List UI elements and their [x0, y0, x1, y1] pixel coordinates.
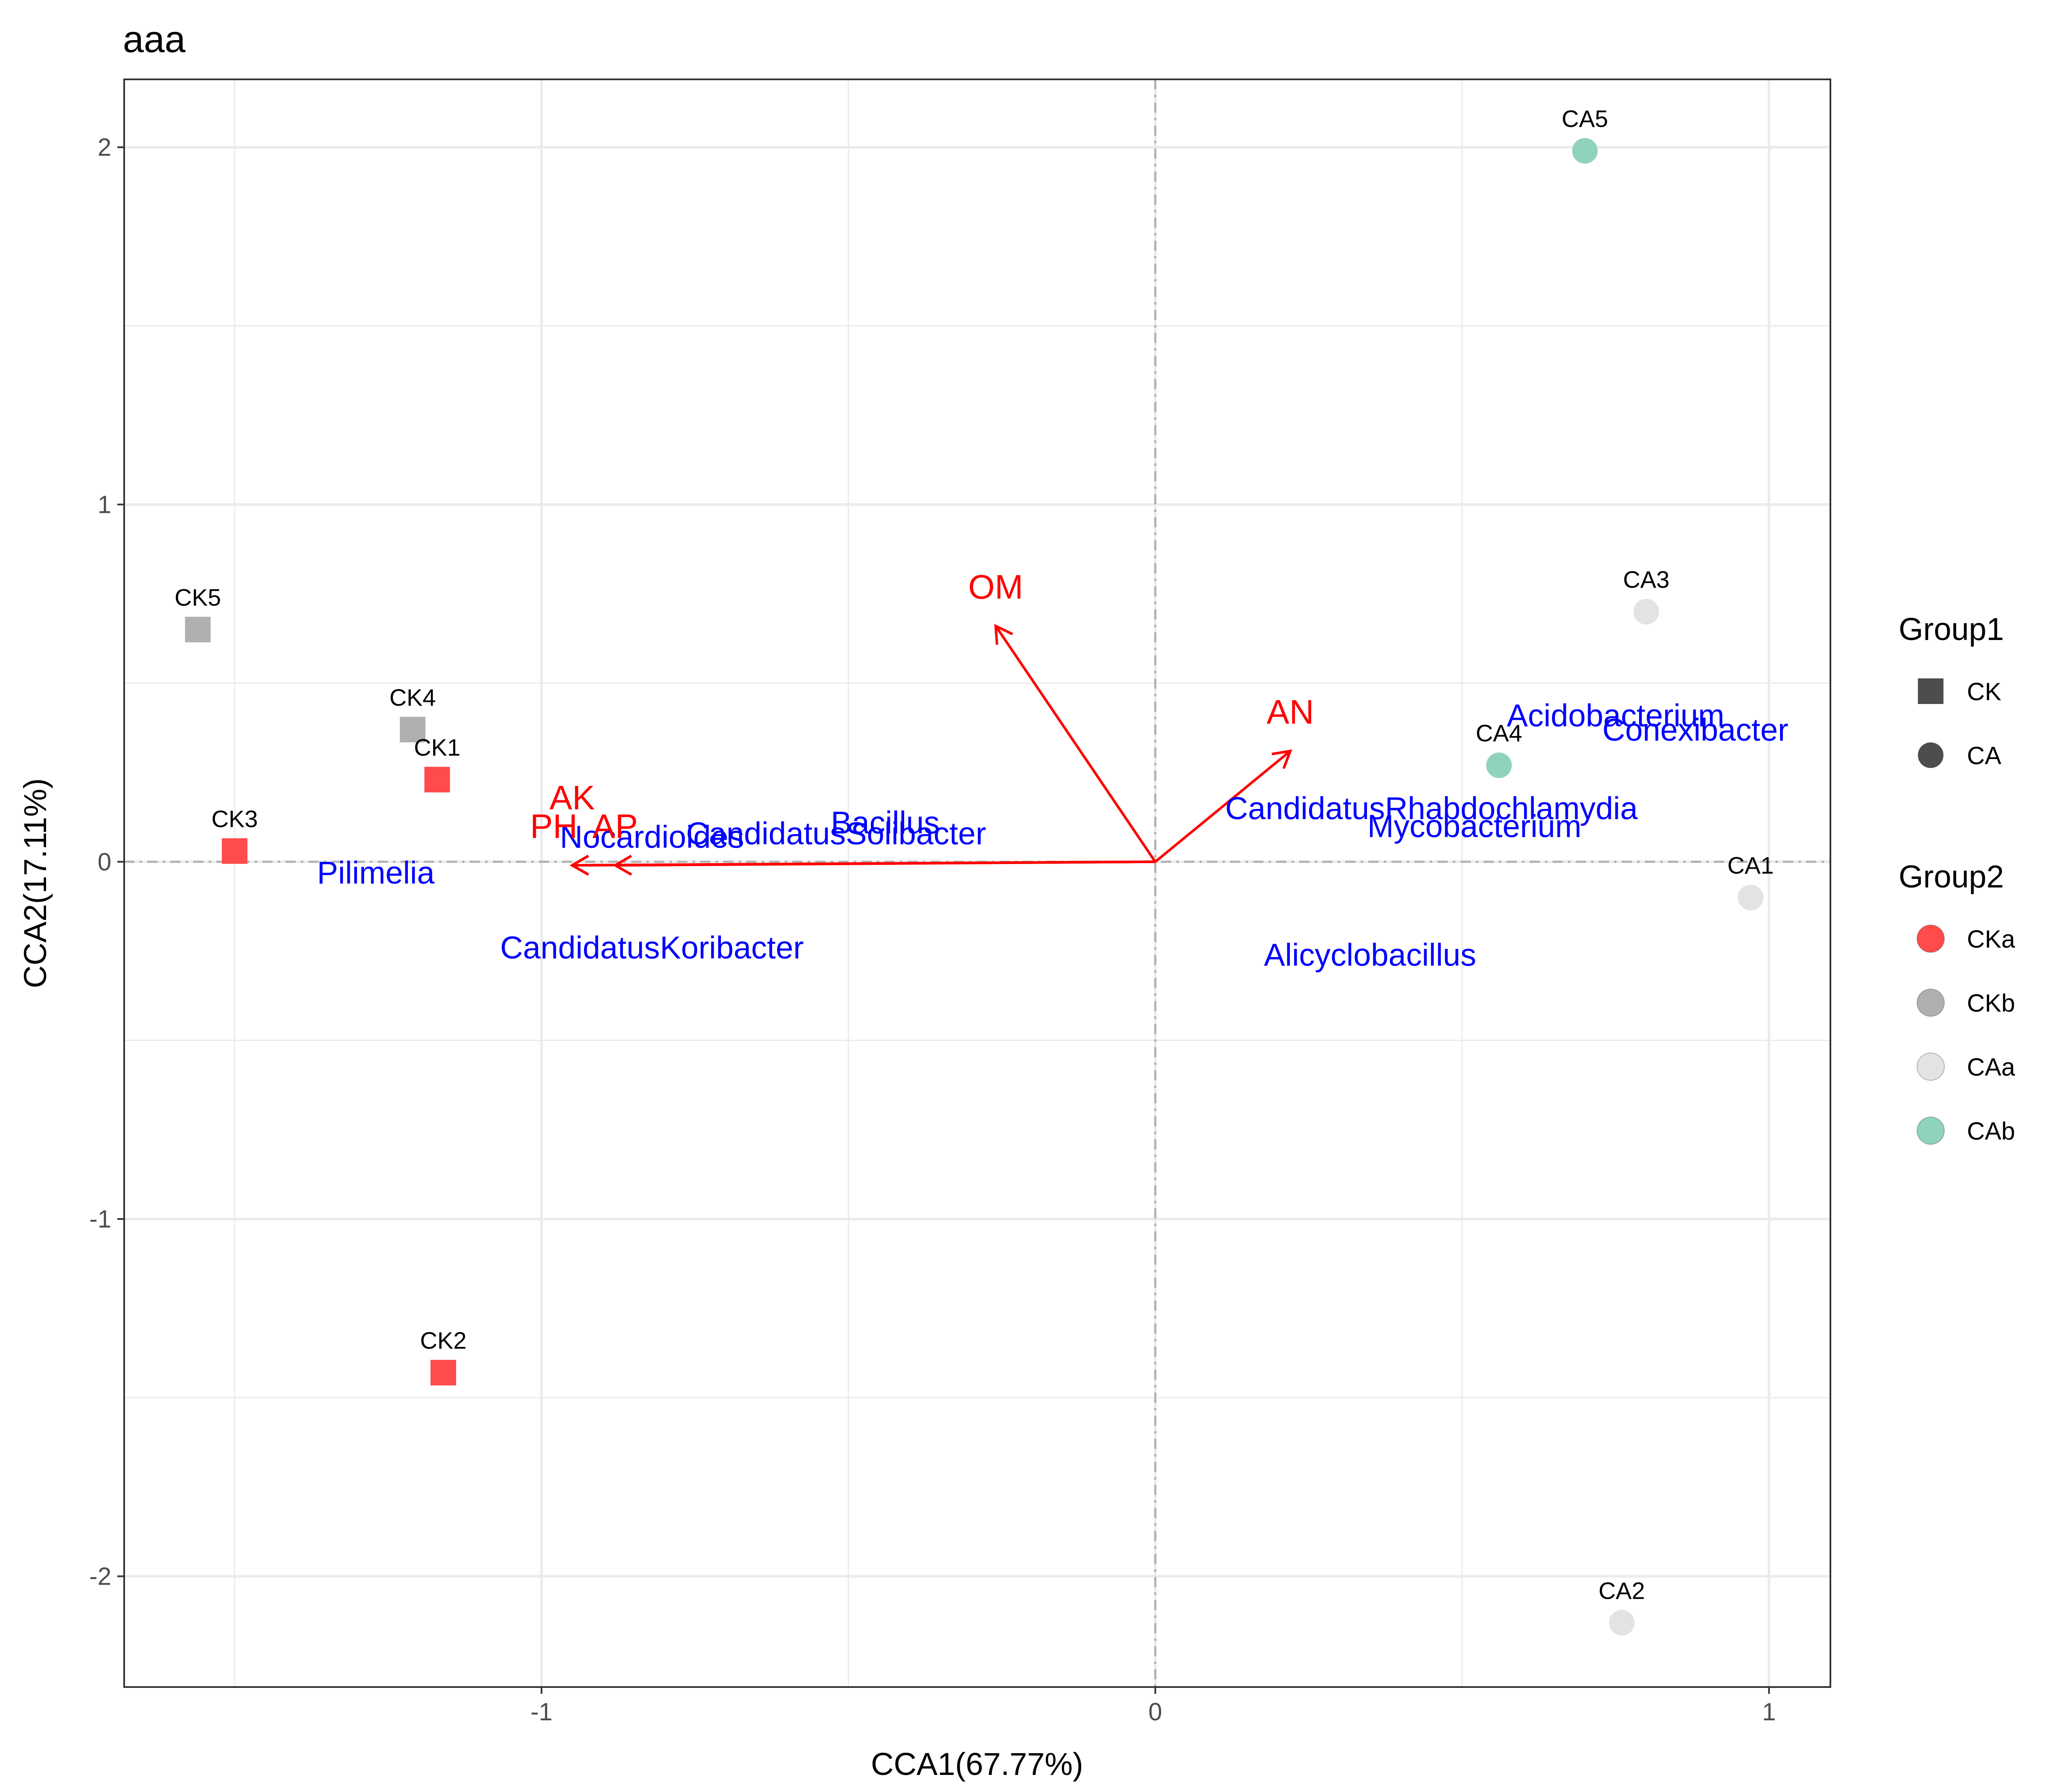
env-label: OM — [968, 568, 1023, 606]
legend-key-color — [1917, 989, 1945, 1017]
species-label: Pilimelia — [317, 855, 435, 890]
site-label: CK1 — [414, 734, 460, 761]
legend-label: CA — [1967, 742, 2001, 770]
site-label: CA2 — [1598, 1577, 1645, 1604]
y-tick-label: 2 — [98, 134, 111, 161]
species-label: Acidobacterium — [1507, 698, 1725, 733]
site-label: CK5 — [175, 584, 221, 611]
env-label: AP — [592, 807, 638, 845]
legend-key-color — [1917, 1053, 1945, 1081]
env-arrow-head — [1271, 749, 1292, 769]
plot-panel-border — [123, 79, 1831, 1688]
env-arrow-shaft — [995, 625, 1157, 863]
site-point-square — [221, 838, 247, 864]
species-label: Nocardioides — [560, 819, 744, 855]
site-point-square — [431, 1360, 457, 1386]
legend-key-color — [1917, 1117, 1945, 1145]
site-label: CK2 — [420, 1327, 467, 1354]
site-point-circle — [1737, 884, 1763, 911]
legend-label: CK — [1967, 678, 2001, 706]
site-point-square — [424, 767, 450, 793]
y-tick-label: -1 — [89, 1205, 111, 1233]
species-label: Conexibacter — [1603, 712, 1789, 748]
legend: Group1 CK CA Group2 CKa CKb CAa CAb — [1899, 611, 2016, 1145]
env-label: PH — [530, 807, 577, 845]
env-arrow-head — [570, 855, 589, 876]
site-label: CA3 — [1623, 566, 1670, 593]
species-label: Alicyclobacillus — [1264, 937, 1476, 972]
y-axis-title: CCA2(17.11%) — [17, 778, 53, 988]
chart-title: aaa — [123, 18, 186, 60]
x-axis-title: CCA1(67.77%) — [871, 1746, 1083, 1782]
environment-vectors — [570, 624, 1292, 876]
site-point-square — [185, 617, 211, 643]
site-point-square — [400, 716, 426, 742]
species-label: CandidatusSolibacter — [686, 816, 986, 851]
site-label: CK4 — [390, 684, 436, 711]
site-label: CA4 — [1476, 720, 1522, 747]
legend-title: Group1 — [1899, 611, 2004, 647]
species-label: CandidatusKoribacter — [500, 930, 804, 966]
y-tick-label: 1 — [98, 491, 111, 518]
legend-label: CAb — [1967, 1117, 2015, 1145]
env-label: AK — [550, 779, 595, 817]
site-point-circle — [1609, 1610, 1635, 1636]
species-label: Bacillus — [831, 805, 940, 841]
env-arrow-head — [994, 624, 1013, 645]
site-label: CA5 — [1562, 105, 1608, 132]
y-tick-label: -2 — [89, 1562, 111, 1590]
site-point-circle — [1572, 138, 1598, 164]
axes: -1 0 1 -2 -1 0 1 2 — [89, 134, 1776, 1726]
legend-key-square — [1918, 678, 1943, 704]
env-arrow-shaft — [1154, 750, 1292, 863]
site-label: CA1 — [1728, 852, 1774, 879]
site-point-circle — [1486, 752, 1512, 778]
species-label: CandidatusRhabdochlamydia — [1225, 791, 1638, 826]
x-tick-label: 0 — [1149, 1698, 1162, 1726]
legend-key-circle — [1918, 742, 1943, 768]
env-arrow-head — [612, 855, 632, 876]
species-label: Mycobacterium — [1367, 809, 1582, 844]
legend-key-color — [1917, 925, 1945, 953]
site-label: CK3 — [211, 806, 258, 832]
legend-label: CKb — [1967, 989, 2015, 1017]
x-tick-label: -1 — [530, 1698, 553, 1726]
env-label: AN — [1267, 693, 1314, 731]
env-arrow-shaft — [615, 860, 1155, 867]
x-tick-label: 1 — [1762, 1698, 1776, 1726]
site-points: CK5 CK4 CK1 CK3 CK2 CA5 CA3 CA4 CA1 CA2 — [175, 105, 1774, 1636]
legend-label: CKa — [1967, 925, 2016, 953]
legend-label: CAa — [1967, 1053, 2016, 1081]
legend-title: Group2 — [1899, 859, 2004, 894]
site-point-circle — [1633, 599, 1659, 625]
y-tick-label: 0 — [98, 848, 111, 876]
